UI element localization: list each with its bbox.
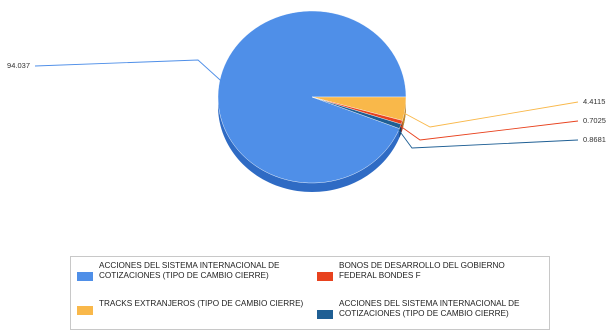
pie-slice-side-4 (399, 124, 402, 138)
chart-legend: ACCIONES DEL SISTEMA INTERNACIONAL DE CO… (70, 256, 550, 330)
data-label-2: 4.4115 (583, 97, 605, 106)
legend-item-acciones-1[interactable]: ACCIONES DEL SISTEMA INTERNACIONAL DE CO… (77, 261, 317, 299)
legend-label-tracks: TRACKS EXTRANJEROS (TIPO DE CAMBIO CIERR… (99, 299, 304, 308)
legend-swatch-tracks (77, 306, 93, 315)
leader-line-1 (34, 59, 222, 82)
pie-chart-svg: 94.037 4.4115 0.7025 0.8681 (7, 10, 606, 192)
legend-swatch-bonos (317, 272, 333, 281)
pie-slice-side-2 (402, 97, 406, 130)
pie-label-group: 94.037 4.4115 0.7025 0.8681 (7, 59, 606, 149)
pie-chart: 94.037 4.4115 0.7025 0.8681 (7, 10, 606, 192)
legend-label-acciones-2: ACCIONES DEL SISTEMA INTERNACIONAL DE CO… (339, 299, 520, 318)
legend-label-acciones-1: ACCIONES DEL SISTEMA INTERNACIONAL DE CO… (99, 261, 280, 280)
data-label-1: 94.037 (7, 61, 30, 70)
data-label-4: 0.8681 (583, 135, 606, 144)
legend-swatch-acciones-2 (317, 310, 333, 319)
legend-swatch-acciones-1 (77, 272, 93, 281)
legend-item-bonos[interactable]: BONOS DE DESARROLLO DEL GOBIERNO FEDERAL… (317, 261, 557, 299)
legend-item-tracks[interactable]: TRACKS EXTRANJEROS (TIPO DE CAMBIO CIERR… (77, 299, 317, 335)
leader-line-4 (398, 129, 579, 149)
pie-top-group (217, 10, 407, 184)
data-label-3: 0.7025 (583, 116, 606, 125)
leader-line-2 (403, 101, 579, 128)
legend-label-bonos: BONOS DE DESARROLLO DEL GOBIERNO FEDERAL… (339, 261, 505, 280)
legend-item-acciones-2[interactable]: ACCIONES DEL SISTEMA INTERNACIONAL DE CO… (317, 299, 557, 335)
leader-line-3 (399, 120, 579, 141)
